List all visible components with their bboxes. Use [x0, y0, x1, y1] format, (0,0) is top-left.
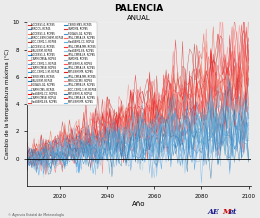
Title: PALENCIA: PALENCIA [114, 4, 164, 13]
Legend: ACCESS1-0, RCP85, MIROC5, RCP45, ACCESS1-3, RCP85, MIROC-ESM-CHEM, RCP45, BCC-CS: ACCESS1-0, RCP85, MIROC5, RCP45, ACCESS1… [27, 22, 97, 105]
Y-axis label: Cambio de la temperatura máxima (°C): Cambio de la temperatura máxima (°C) [4, 49, 10, 159]
Text: ANUAL: ANUAL [127, 15, 151, 21]
Text: M: M [222, 208, 231, 216]
Text: et: et [228, 208, 237, 216]
X-axis label: Año: Año [132, 201, 146, 207]
Text: © Agencia Estatal de Meteorología: © Agencia Estatal de Meteorología [8, 213, 64, 217]
Text: AE: AE [208, 208, 220, 216]
